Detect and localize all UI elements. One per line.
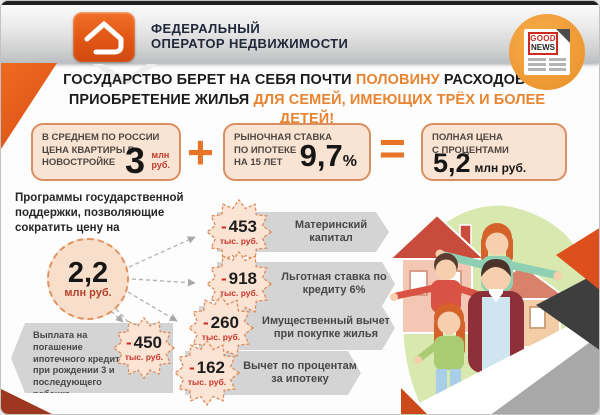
item-label: Льготная ставка по кредиту 6% (281, 270, 387, 296)
price-unit: млн руб. (151, 150, 170, 170)
equals-operator: = (379, 122, 406, 174)
item-label: Имущественный вычет при покупке жилья (262, 314, 390, 340)
value-badge: -453 тыс. руб. (205, 198, 273, 266)
total-unit: млн руб. (474, 161, 527, 175)
price-value: 3 (124, 140, 145, 181)
header-bar: ФЕДЕРАЛЬНЫЙ ОПЕРАТОР НЕДВИЖИМОСТИ (1, 1, 599, 63)
newspaper-icon: GOOD NEWS (524, 29, 570, 75)
value-badge: -162 тыс. руб. (173, 339, 241, 407)
brand-logo (73, 12, 135, 62)
total-value: 5,2 (433, 148, 471, 178)
newspaper-text-lines (528, 58, 566, 71)
total-value-row: 5,2 млн руб. (433, 148, 527, 178)
item-label: Материнский капитал (294, 218, 368, 244)
programs-intro: Программы государственной поддержки, поз… (15, 192, 184, 234)
plus-operator: + (187, 126, 214, 178)
payout-badge: -450 тыс. руб. (112, 316, 176, 380)
brand-name: ФЕДЕРАЛЬНЫЙ ОПЕРАТОР НЕДВИЖИМОСТИ (151, 21, 348, 51)
headline: ГОСУДАРСТВО БЕРЕТ НА СЕБЯ ПОЧТИ ПОЛОВИНУ… (63, 72, 551, 127)
rate-box: РЫНОЧНАЯ СТАВКА ПО ИПОТЕКЕ НА 15 ЛЕТ 9,7… (223, 123, 371, 181)
house-icon (84, 21, 124, 55)
fold-corner-icon (556, 29, 570, 43)
discount-total-unit: млн руб. (64, 287, 112, 299)
rate-value: 9,7% (299, 138, 357, 173)
badge-good-label: GOOD (530, 34, 556, 43)
discount-total-value: 2,2 (67, 257, 109, 289)
value-badge: -260 тыс. руб. (187, 294, 255, 362)
value-badge: -918 тыс. руб. (205, 250, 273, 318)
family-illustration (387, 205, 599, 414)
badge-news-label: NEWS (531, 42, 555, 52)
brand-line1: ФЕДЕРАЛЬНЫЙ (151, 21, 261, 36)
total-box: ПОЛНАЯ ЦЕНА С ПРОЦЕНТАМИ 5,2 млн руб. (421, 123, 567, 181)
good-news-badge: GOOD NEWS (509, 14, 585, 90)
price-box: В СРЕДНЕМ ПО РОССИИ ЦЕНА КВАРТИРЫ В НОВО… (31, 123, 181, 181)
discount-total-circle: 2,2 млн руб. (47, 238, 129, 320)
item-label: Вычет по процентам за ипотеку (243, 359, 357, 385)
brand-line2: ОПЕРАТОР НЕДВИЖИМОСТИ (151, 36, 349, 51)
